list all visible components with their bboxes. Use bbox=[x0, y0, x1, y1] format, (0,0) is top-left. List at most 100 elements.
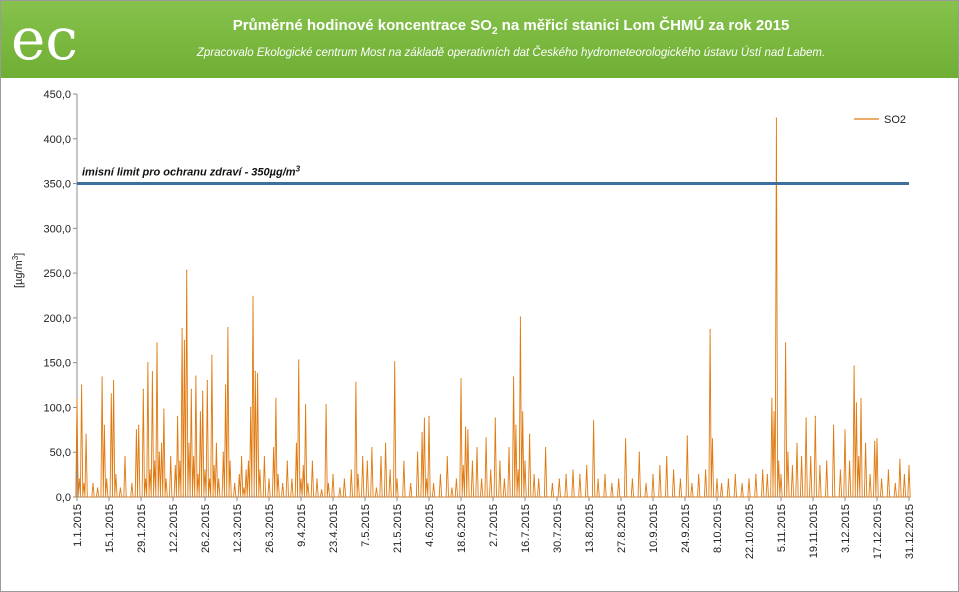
data-point bbox=[533, 474, 535, 476]
data-point bbox=[513, 376, 515, 378]
data-point bbox=[298, 359, 300, 361]
x-tick-label: 23.4.2015 bbox=[328, 504, 340, 553]
data-point bbox=[572, 469, 574, 471]
data-point bbox=[211, 354, 213, 357]
data-point bbox=[421, 431, 423, 434]
data-point bbox=[362, 456, 364, 458]
data-point bbox=[881, 478, 883, 480]
data-point bbox=[97, 487, 99, 489]
x-tick-label: 8.10.2015 bbox=[712, 504, 724, 553]
data-point bbox=[154, 460, 156, 462]
x-tick-label: 19.11.2015 bbox=[808, 504, 820, 558]
data-point bbox=[138, 424, 140, 426]
y-tick-label: 300,0 bbox=[43, 223, 71, 235]
x-tick-label: 24.9.2015 bbox=[680, 504, 692, 553]
x-tick-label: 30.7.2015 bbox=[552, 504, 564, 553]
data-point bbox=[410, 483, 412, 485]
data-point bbox=[115, 474, 117, 476]
y-tick-label: 200,0 bbox=[43, 313, 71, 325]
data-point bbox=[291, 478, 293, 480]
y-tick-label: 450,0 bbox=[43, 89, 71, 101]
y-tick-label: 150,0 bbox=[43, 358, 71, 370]
data-point bbox=[76, 397, 78, 400]
data-point bbox=[771, 397, 773, 400]
data-point bbox=[691, 483, 693, 485]
data-point bbox=[659, 465, 661, 467]
y-axis: 0,0 50,0 100,0 150,0 200,0 250,0 300,0 350,0 400… bbox=[43, 89, 78, 504]
x-tick-label: 27.8.2015 bbox=[616, 504, 628, 553]
series-so2 bbox=[75, 117, 911, 498]
data-point bbox=[716, 478, 718, 480]
data-point bbox=[257, 372, 259, 374]
data-point bbox=[721, 483, 723, 485]
line-chart: 0,0 50,0 100,0 150,0 200,0 250,0 300,0 350,0 400… bbox=[11, 89, 917, 559]
data-point bbox=[151, 371, 153, 373]
data-point bbox=[247, 460, 249, 462]
data-point bbox=[865, 442, 867, 444]
data-point bbox=[332, 474, 334, 476]
data-point bbox=[245, 469, 247, 471]
data-point bbox=[158, 451, 160, 453]
data-point bbox=[177, 415, 179, 417]
data-point bbox=[204, 469, 206, 471]
data-point bbox=[396, 478, 398, 480]
data-point bbox=[839, 469, 842, 471]
data-point bbox=[727, 478, 730, 480]
legend: SO2 bbox=[854, 114, 906, 126]
data-point bbox=[855, 402, 858, 404]
data-point bbox=[149, 469, 151, 471]
data-point bbox=[229, 460, 231, 462]
data-point bbox=[181, 328, 183, 330]
chart-subtitle: Zpracovalo Ekologické centrum Most na zá… bbox=[196, 47, 826, 59]
ec-logo: ec bbox=[11, 7, 78, 69]
data-point bbox=[307, 483, 309, 485]
data-point bbox=[179, 460, 181, 462]
data-point bbox=[773, 411, 775, 413]
data-point bbox=[222, 451, 224, 453]
data-point bbox=[275, 397, 277, 400]
data-point bbox=[183, 339, 185, 341]
data-point bbox=[545, 447, 547, 449]
data-point bbox=[805, 417, 807, 419]
data-point bbox=[325, 404, 327, 406]
x-tick-label: 31.12.2015 bbox=[904, 504, 916, 559]
data-point bbox=[508, 447, 510, 449]
data-point bbox=[193, 456, 195, 458]
x-tick-label: 26.2.2015 bbox=[200, 504, 212, 553]
data-point bbox=[241, 456, 243, 458]
data-point bbox=[876, 438, 878, 440]
x-axis: 1.1.2015 15.1.2015 29.1.2015 12.2.2015 26.2.… bbox=[72, 496, 916, 559]
data-point bbox=[259, 469, 261, 471]
x-tick-label: 26.3.2015 bbox=[264, 504, 276, 553]
x-tick-label: 10.9.2015 bbox=[648, 504, 660, 553]
data-point bbox=[343, 478, 345, 480]
limit-label: imisní limit pro ochranu zdraví - 350µg/… bbox=[82, 164, 301, 179]
x-tick-label: 12.3.2015 bbox=[232, 504, 244, 553]
data-point bbox=[860, 397, 862, 400]
data-point bbox=[286, 460, 288, 462]
data-point bbox=[874, 440, 876, 443]
data-point bbox=[218, 478, 220, 480]
data-point bbox=[78, 478, 80, 480]
data-point bbox=[113, 380, 115, 382]
data-point bbox=[467, 429, 469, 431]
data-point bbox=[762, 469, 764, 471]
data-point bbox=[92, 483, 94, 485]
data-point bbox=[791, 465, 794, 467]
data-point bbox=[887, 469, 890, 471]
data-point bbox=[101, 376, 103, 378]
data-point bbox=[705, 469, 707, 471]
data-point bbox=[465, 426, 467, 428]
data-point bbox=[428, 415, 430, 417]
data-point bbox=[471, 460, 473, 462]
x-tick-label: 17.12.2015 bbox=[872, 504, 884, 559]
data-point bbox=[227, 327, 229, 329]
data-point bbox=[558, 478, 560, 480]
data-point bbox=[618, 478, 620, 480]
data-point bbox=[652, 474, 654, 476]
data-point bbox=[519, 316, 522, 318]
data-point bbox=[213, 465, 215, 467]
svg-text:ec: ec bbox=[11, 7, 78, 69]
data-point bbox=[673, 469, 675, 471]
data-point bbox=[490, 469, 492, 471]
